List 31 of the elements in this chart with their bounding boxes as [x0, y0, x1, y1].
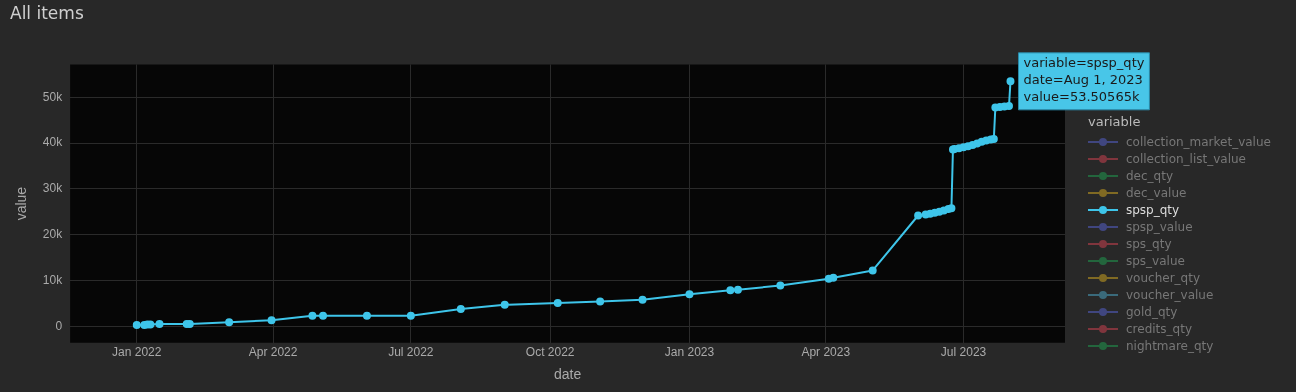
legend-label: gold_qty	[1126, 304, 1178, 319]
x-tick-label: Apr 2023	[801, 345, 851, 360]
legend-label: dec_qty	[1126, 168, 1174, 183]
x-tick-label: Jul 2023	[940, 345, 987, 360]
x-tick-label: Jan 2023	[664, 345, 715, 360]
x-tick-label: Jul 2022	[388, 345, 434, 360]
legend-label: spsp_qty	[1126, 202, 1180, 217]
y-tick-label: 20k	[42, 227, 64, 242]
x-tick-label: Oct 2022	[525, 345, 575, 360]
legend-label: sps_qty	[1126, 236, 1172, 251]
legend-label: voucher_value	[1126, 287, 1214, 302]
y-tick-label: 0	[55, 318, 63, 333]
chart-title: All items	[10, 2, 84, 23]
annotation: variable=spsp_qty date=Aug 1, 2023 value=53.50565k	[1023, 54, 1145, 104]
legend-label: voucher_qty	[1126, 270, 1200, 285]
legend-label: collection_list_value	[1126, 151, 1246, 166]
y-tick-label: 30k	[42, 181, 64, 196]
legend-label: dec_value	[1126, 185, 1187, 200]
x-tick-label: Jan 2022	[112, 345, 162, 360]
legend-label: collection_market_value	[1126, 134, 1271, 149]
legend-label: nightmare_qty	[1126, 338, 1214, 353]
legend-label: credits_qty	[1126, 321, 1192, 336]
legend-title: variable	[1088, 114, 1142, 129]
y-tick-label: 10k	[42, 272, 64, 287]
legend-label: sps_value	[1126, 253, 1185, 268]
y-axis-title: value	[13, 186, 30, 221]
y-tick-label: 40k	[42, 135, 64, 150]
x-axis-title: date	[553, 366, 582, 383]
x-tick-label: Apr 2022	[248, 345, 298, 360]
y-tick-label: 50k	[42, 89, 64, 104]
legend-label: spsp_value	[1126, 219, 1193, 234]
